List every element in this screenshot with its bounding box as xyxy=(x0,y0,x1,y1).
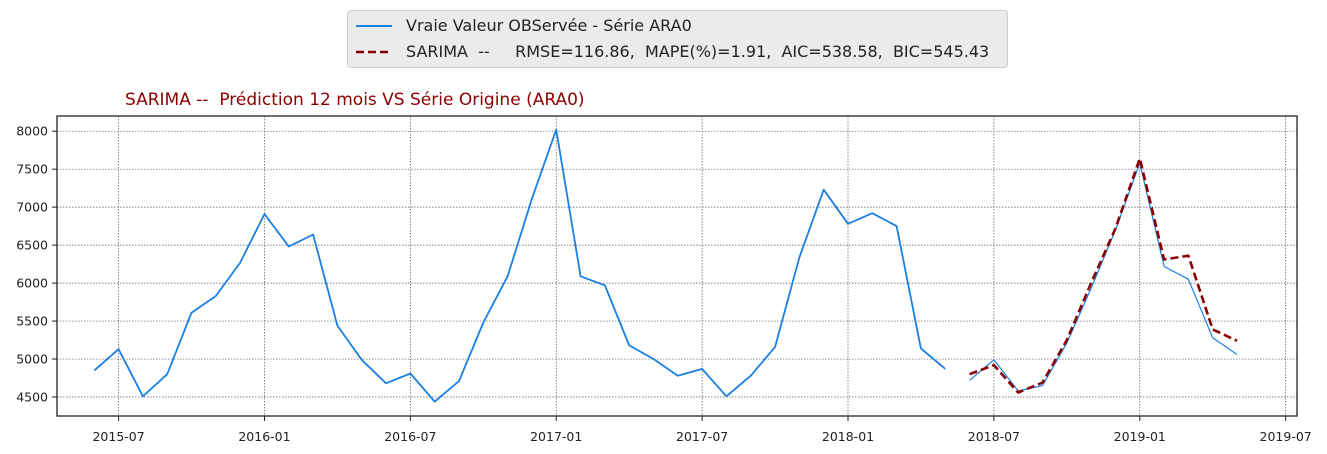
y-tick-label: 7000 xyxy=(16,200,48,215)
series-lines xyxy=(93,128,1238,403)
legend-item-observed: Vraie Valeur OBServée - Série ARA0 xyxy=(348,15,1007,39)
x-tick-label: 2015-07 xyxy=(92,429,144,444)
y-tick-label: 5000 xyxy=(16,352,48,367)
legend: Vraie Valeur OBServée - Série ARA0 SARIM… xyxy=(347,10,1008,68)
y-tick-label: 4500 xyxy=(16,390,48,405)
x-tick-label: 2017-01 xyxy=(530,429,582,444)
legend-item-sarima: SARIMA -- RMSE=116.86, MAPE(%)=1.91, AIC… xyxy=(348,41,1007,65)
plot-frame xyxy=(56,115,1298,417)
chart-title: SARIMA -- Prédiction 12 mois VS Série Or… xyxy=(125,90,585,110)
y-tick-label: 7500 xyxy=(16,162,48,177)
legend-swatch-observed xyxy=(356,25,392,27)
x-tick-label: 2019-07 xyxy=(1260,429,1312,444)
axis-ticks: 2015-07 2016-01 2016-07 2017-01 2017-07 2018-… xyxy=(16,124,1312,444)
grid-lines xyxy=(57,116,1297,416)
sarima-prediction-line xyxy=(969,157,1238,394)
legend-swatch-sarima xyxy=(356,50,392,54)
y-tick-label: 8000 xyxy=(16,124,48,139)
x-tick-label: 2018-01 xyxy=(822,429,874,444)
x-tick-label: 2016-01 xyxy=(238,429,290,444)
y-tick-label: 6000 xyxy=(16,276,48,291)
y-tick-label: 6500 xyxy=(16,238,48,253)
legend-label-sarima: SARIMA -- RMSE=116.86, MAPE(%)=1.91, AIC… xyxy=(406,42,990,61)
x-tick-label: 2018-07 xyxy=(968,429,1020,444)
observed-test-series-line xyxy=(969,162,1238,392)
x-tick-label: 2016-07 xyxy=(384,429,436,444)
y-tick-label: 5500 xyxy=(16,314,48,329)
x-tick-label: 2017-07 xyxy=(676,429,728,444)
x-tick-label: 2019-01 xyxy=(1114,429,1166,444)
legend-label-observed: Vraie Valeur OBServée - Série ARA0 xyxy=(406,16,692,35)
observed-series-line xyxy=(93,128,946,403)
